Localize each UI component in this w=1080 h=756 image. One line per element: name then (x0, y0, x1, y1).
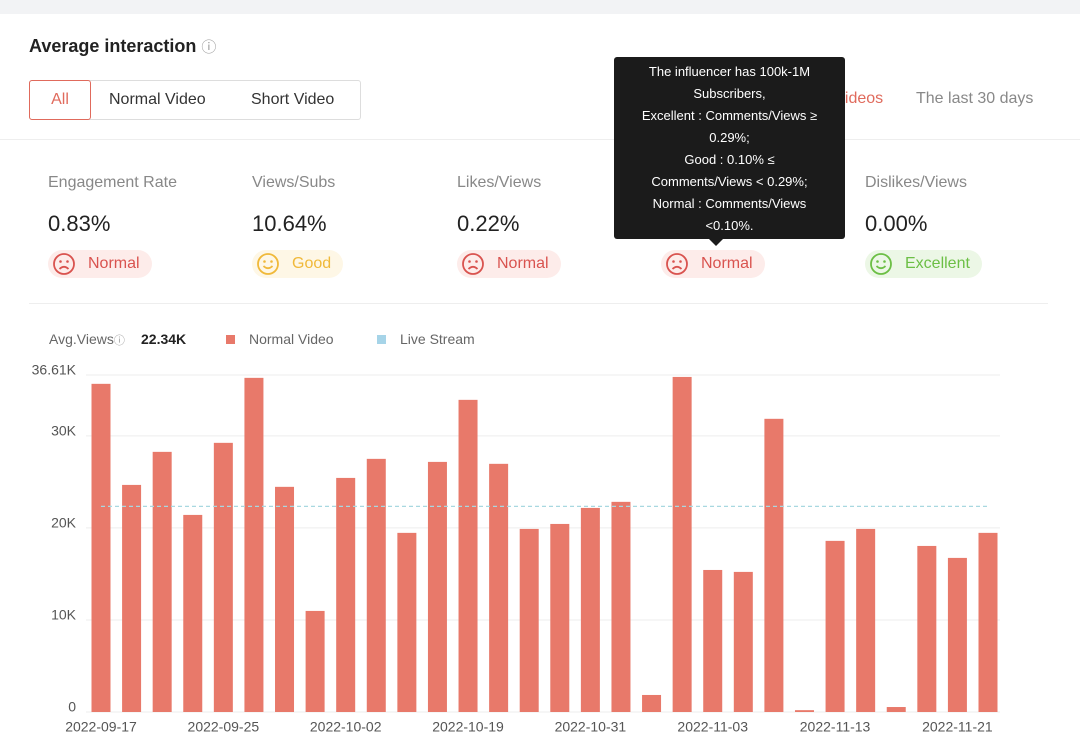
divider (29, 303, 1048, 304)
rating-badge: Good (252, 250, 344, 278)
rating-text: Normal (88, 255, 140, 272)
metric-value: 0.00% (865, 211, 928, 236)
bar (427, 461, 447, 712)
rating-text: Normal (497, 255, 549, 272)
rating-text: Excellent (905, 255, 970, 272)
bar (275, 486, 295, 712)
bar (642, 694, 662, 712)
metric-label: Views/Subs (252, 174, 336, 191)
bar (244, 377, 264, 712)
face-icon (53, 253, 75, 275)
bar (213, 442, 233, 712)
y-tick-label: 30K (51, 423, 77, 439)
y-tick-label: 10K (51, 607, 77, 623)
bar (397, 532, 417, 712)
info-icon[interactable]: ⓘ (201, 39, 217, 56)
bar (825, 540, 845, 712)
tooltip: The influencer has 100k-1M Subscribers, … (614, 57, 845, 239)
rating-text: Good (292, 255, 332, 272)
bar (886, 707, 906, 712)
x-tick-label: 2022-11-03 (677, 719, 748, 735)
bar (580, 507, 600, 712)
bar (152, 451, 172, 712)
tooltip-line: The influencer has 100k-1M (648, 64, 811, 79)
x-tick-label: 2022-10-19 (432, 719, 504, 735)
metric-value: 0.22% (457, 211, 520, 236)
avg-legend: Avg.Viewsⓘ (49, 331, 125, 348)
metric-label: Dislikes/Views (865, 174, 967, 191)
rating-text: Normal (701, 255, 753, 272)
rating-badge: Normal (661, 250, 765, 278)
bar (305, 610, 325, 712)
bar (917, 545, 937, 712)
avg-label: Avg.Views (49, 331, 114, 347)
bar (183, 514, 203, 712)
bar (366, 458, 386, 712)
metric-value: 10.64% (252, 211, 327, 236)
legend-swatch (377, 335, 386, 344)
title: Average interaction ⓘ (29, 36, 216, 57)
tooltip-line: Excellent : Comments/Views ≥ (641, 108, 818, 123)
metric-value: 0.83% (48, 211, 111, 236)
rating-badge: Normal (48, 250, 152, 278)
tabs: All Normal Video Short Video (29, 80, 361, 120)
avg-value: 22.34K (141, 331, 187, 347)
bar (672, 376, 692, 712)
x-tick-label: 2022-10-02 (310, 719, 382, 735)
y-tick-label: 20K (51, 515, 77, 531)
legend-label: Normal Video (249, 331, 334, 347)
face-icon (666, 253, 688, 275)
bar (794, 710, 814, 712)
top-strip (0, 0, 1080, 14)
bar (489, 463, 509, 712)
divider (0, 139, 1080, 140)
tooltip-line: Good : 0.10% ≤ (684, 152, 775, 167)
face-icon (462, 253, 484, 275)
legend-label: Live Stream (400, 331, 475, 347)
bar (947, 557, 967, 712)
bar (978, 532, 998, 712)
bar (764, 418, 784, 712)
link[interactable]: The last 30 days (916, 90, 1034, 107)
bar (458, 399, 478, 712)
bar (703, 569, 723, 712)
rating-badge: Excellent (865, 250, 982, 278)
chart: 0 10K 20K 30K 36.61K 2022-09-17 2022-09-25 2022… (32, 362, 1000, 735)
tooltip-arrow (709, 239, 723, 253)
face-icon (870, 253, 892, 275)
tab[interactable]: Normal Video (109, 91, 206, 108)
bar (336, 477, 356, 712)
y-tick-label: 36.61K (32, 362, 77, 378)
bar (733, 571, 753, 712)
bar (611, 501, 631, 712)
rating-badge: Normal (457, 250, 561, 278)
tooltip-line: Subscribers, (693, 86, 766, 101)
x-tick-label: 2022-11-21 (922, 719, 993, 735)
metric-label: Engagement Rate (48, 174, 177, 191)
tooltip-line: <0.10%. (705, 218, 754, 233)
bar (856, 528, 876, 712)
y-tick-label: 0 (68, 699, 76, 715)
tooltip-line: Normal : Comments/Views (652, 196, 807, 211)
title-text: Average interaction (29, 36, 197, 56)
x-tick-label: 2022-09-25 (188, 719, 260, 735)
tooltip-line: 0.29%; (709, 130, 750, 145)
x-tick-label: 2022-09-17 (65, 719, 137, 735)
legend-swatch (226, 335, 235, 344)
x-tick-label: 2022-10-31 (555, 719, 627, 735)
bar (550, 523, 570, 712)
tooltip-line: Comments/Views < 0.29%; (651, 174, 808, 189)
tab[interactable]: All (29, 80, 91, 120)
bar (91, 383, 111, 712)
face-icon (257, 253, 279, 275)
tab[interactable]: Short Video (251, 91, 335, 108)
x-tick-label: 2022-11-13 (800, 719, 871, 735)
bar (519, 528, 539, 712)
bar (122, 484, 142, 712)
info-icon[interactable]: ⓘ (113, 335, 125, 347)
metric-label: Likes/Views (457, 174, 542, 191)
